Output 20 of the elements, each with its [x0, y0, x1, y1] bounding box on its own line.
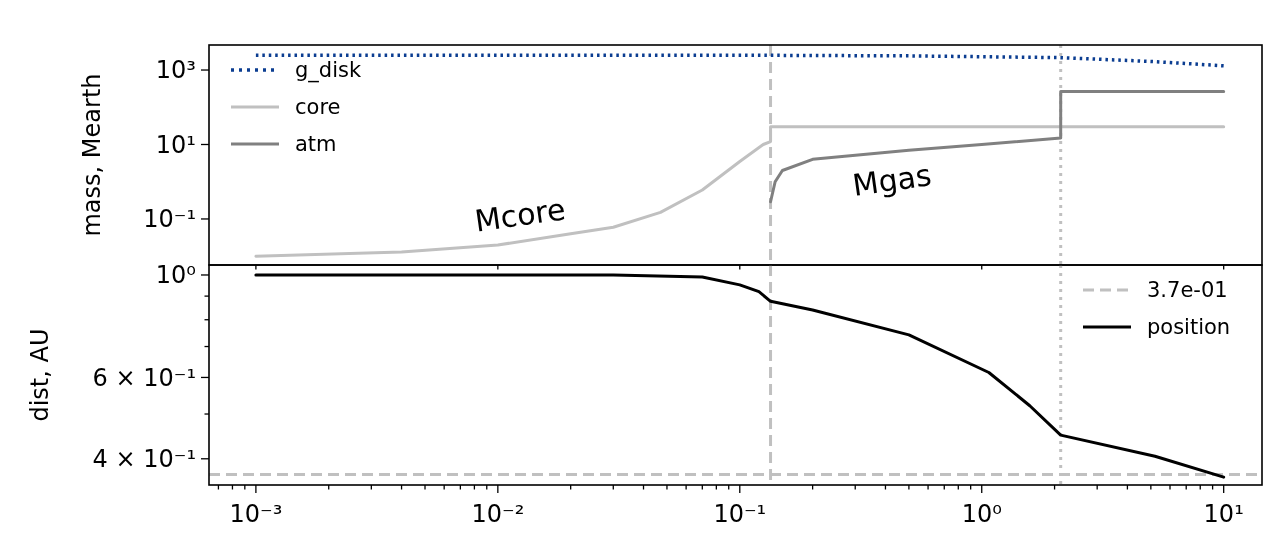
y-tick-label: 10³ — [155, 56, 196, 85]
legend-label: 3.7e-01 — [1147, 278, 1228, 303]
y-axis-title: mass, Mearth — [78, 73, 106, 237]
x-tick-label: 10⁻¹ — [713, 500, 767, 528]
x-tick-label: 10⁰ — [961, 500, 1002, 528]
x-tick-label: 10¹ — [1203, 500, 1244, 528]
y-tick-label: 10¹ — [155, 130, 196, 159]
y-tick-label: 6 × 10⁻¹ — [92, 363, 196, 392]
legend-label: core — [295, 95, 341, 120]
annotation: Mgas — [850, 157, 934, 203]
annotation: Mcore — [472, 191, 568, 239]
legend-label: atm — [295, 132, 337, 157]
x-tick-label: 10⁻² — [471, 500, 525, 528]
x-tick-label: 10⁻³ — [229, 500, 283, 528]
legend-label: g_disk — [295, 58, 362, 84]
y-tick-label: 10⁻¹ — [143, 205, 196, 234]
legend-label: position — [1147, 315, 1231, 340]
y-axis-title: dist, AU — [26, 328, 54, 422]
y-tick-label: 4 × 10⁻¹ — [92, 445, 196, 474]
y-tick-label: 10⁰ — [155, 261, 196, 290]
